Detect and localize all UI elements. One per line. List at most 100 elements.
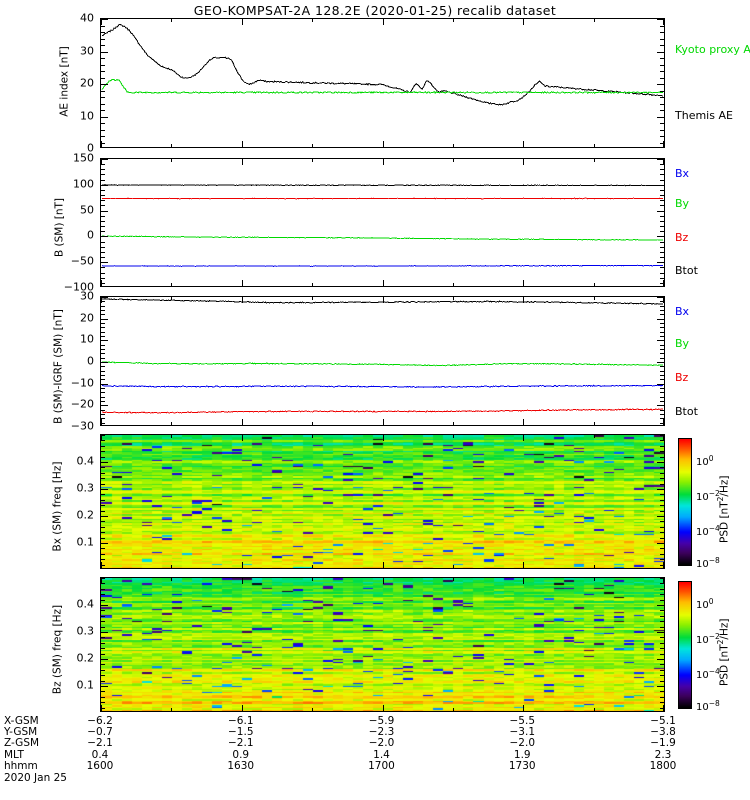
- panel-b-sm-igrf-yunit-text: [nT]: [52, 309, 65, 331]
- axis-value-hhmm: 1630: [227, 759, 255, 772]
- y-tick-label: 0.1: [76, 678, 95, 692]
- y-tick-label: 20: [80, 76, 94, 90]
- y-tick-label: 150: [73, 151, 94, 165]
- axis-value-hhmm: 1800: [649, 759, 677, 772]
- colorbar-bz-label: PSD [nT2/Hz]: [716, 592, 731, 712]
- axis-row-label: Z-GSM: [4, 737, 40, 750]
- axis-value-z-gsm: −2.0: [509, 737, 536, 750]
- bz-spectrogram-image: [101, 578, 664, 711]
- y-tick-label: −50: [70, 254, 94, 268]
- series-btot: [101, 184, 664, 187]
- panel-b-sm-igrf: [100, 296, 665, 426]
- axis-value-mlt: 1.9: [513, 748, 531, 761]
- series-bz: [101, 197, 664, 200]
- panel-b-sm-igrf-ytick-labels: −30 −20 −10 0 10 20 30: [60, 290, 94, 433]
- panel-b-sm-ylabel-text: B (SM): [53, 222, 66, 258]
- colorbar-tick-label: 10−4: [696, 667, 720, 681]
- axis-value-column: −5.9 −2.3 −2.0 1.4 1700: [347, 715, 417, 772]
- axis-value-z-gsm: −2.1: [87, 737, 113, 750]
- colorbar-tick-label: 10−2: [696, 632, 720, 646]
- colorbar-tick-label: 10−2: [696, 489, 720, 503]
- axis-value-column: −6.1 −1.5 −2.1 0.9 1630: [206, 715, 276, 772]
- panel-b-sm: [100, 158, 665, 287]
- colorbar-bx-label-base: PSD [nT: [718, 501, 731, 543]
- y-tick-label: 40: [80, 11, 94, 25]
- panel-ae-ylabel-text: AE index: [58, 70, 71, 117]
- axis-value-y-gsm: −1.5: [228, 726, 254, 739]
- axis-value-x-gsm: −5.1: [650, 715, 676, 727]
- ae-index-curves: [101, 23, 664, 106]
- panel-ae-yunit-text: [nT]: [58, 46, 71, 68]
- panel-bx-spec-ylabel-text: Bx (SM): [51, 510, 64, 552]
- axis-value-column: −5.5 −3.1 −2.0 1.9 1730: [487, 715, 557, 772]
- colorbar-bx-gradient: [679, 439, 691, 565]
- axis-row-label: X-GSM: [4, 715, 39, 727]
- b-sm-igrf-curves: [101, 298, 664, 414]
- y-tick-label: 0.1: [76, 535, 95, 549]
- y-tick-label: −10: [70, 376, 94, 390]
- axis-value-x-gsm: −6.1: [228, 715, 254, 727]
- panel-b-sm-yunit-text: [nT]: [53, 197, 66, 220]
- panel-bz-spectrogram: [100, 577, 665, 712]
- colorbar-tick-mantissa: 10: [696, 669, 709, 681]
- y-tick-label: 0.4: [76, 454, 95, 468]
- axis-value-y-gsm: −0.7: [87, 726, 113, 739]
- axis-value-mlt: 0.4: [91, 748, 109, 761]
- legend-themis-ae: Themis AE: [675, 110, 733, 122]
- y-tick-label: 0.2: [76, 508, 95, 522]
- axis-row-label: Y-GSM: [4, 726, 38, 739]
- colorbar-tick-mantissa: 10: [696, 457, 709, 469]
- legend-btot-p3: Btot: [675, 406, 698, 418]
- colorbar-tick-mantissa: 10: [696, 702, 709, 714]
- colorbar-bx-label: PSD [nT2/Hz]: [716, 449, 731, 569]
- colorbar-bz-label-tail: /Hz]: [718, 618, 731, 640]
- legend-by-p2-label: By: [675, 197, 690, 210]
- legend-bz-p2: Bz: [675, 232, 688, 244]
- y-tick-label: 0: [87, 228, 94, 242]
- y-tick-label: 10: [80, 332, 94, 346]
- legend-bx-p2-label: Bx: [675, 167, 690, 180]
- series-by: [101, 361, 664, 367]
- colorbar-bx-label-sup: 2: [715, 496, 725, 502]
- legend-bx-p2: Bx: [675, 168, 689, 180]
- panel-b-sm-ytick-labels: −100 −50 0 50 100 150: [60, 152, 94, 294]
- panel-ae-ylabel: AE index [nT]: [58, 12, 71, 152]
- axis-value-column: −6.2 −0.7 −2.1 0.4 1600: [65, 715, 135, 772]
- axis-value-z-gsm: −2.0: [368, 737, 395, 750]
- date-stamp: 2020 Jan 25: [4, 772, 67, 784]
- panel-ae-ytick-labels: 0 10 20 30 40: [60, 12, 94, 155]
- panel-bz-spec-yunit-text: freq [Hz]: [51, 604, 64, 651]
- legend-bz-p2-label: Bz: [675, 231, 689, 244]
- axis-value-column: −5.1 −3.8 −1.9 2.3 1800: [628, 715, 698, 772]
- colorbar-bz-label-sup: 2: [715, 639, 725, 645]
- y-tick-label: 0.3: [76, 481, 95, 495]
- y-tick-label: −30: [70, 419, 94, 433]
- legend-bz-p3-label: Bz: [675, 371, 689, 384]
- panel-bz-spec-ylabel-text: Bz (SM): [51, 654, 64, 695]
- colorbar-tick-exponent: 0: [708, 453, 714, 463]
- axis-value-y-gsm: −3.8: [650, 726, 676, 739]
- y-tick-label: 0: [87, 141, 94, 155]
- colorbar-tick-label: 100: [696, 454, 714, 468]
- colorbar-tick-mantissa: 10: [696, 635, 709, 647]
- colorbar-tick-exponent: −2: [708, 632, 720, 642]
- colorbar-tick-exponent: −8: [708, 699, 720, 709]
- axis-value-y-gsm: −3.1: [509, 726, 536, 739]
- legend-by-p3-label: By: [675, 337, 690, 350]
- axis-value-mlt: 2.3: [654, 748, 672, 761]
- legend-btot-p2-label: Btot: [675, 264, 698, 277]
- axis-value-mlt: 0.9: [232, 748, 250, 761]
- y-tick-label: 20: [80, 311, 94, 325]
- axis-value-hhmm: 1730: [508, 759, 536, 772]
- y-tick-label: 0.2: [76, 651, 95, 665]
- series-by: [101, 235, 664, 241]
- b-sm-curves: [101, 184, 664, 267]
- legend-bx-p3: Bx: [675, 306, 689, 318]
- axis-value-z-gsm: −1.9: [650, 737, 676, 750]
- y-tick-label: −20: [70, 397, 94, 411]
- panel-b-sm-igrf-ylabel-text: B (SM)-IGRF (SM): [52, 333, 65, 424]
- series-btot: [101, 298, 664, 305]
- axis-value-y-gsm: −2.3: [368, 726, 395, 739]
- series-bx: [101, 264, 664, 267]
- legend-by-p2: By: [675, 198, 689, 210]
